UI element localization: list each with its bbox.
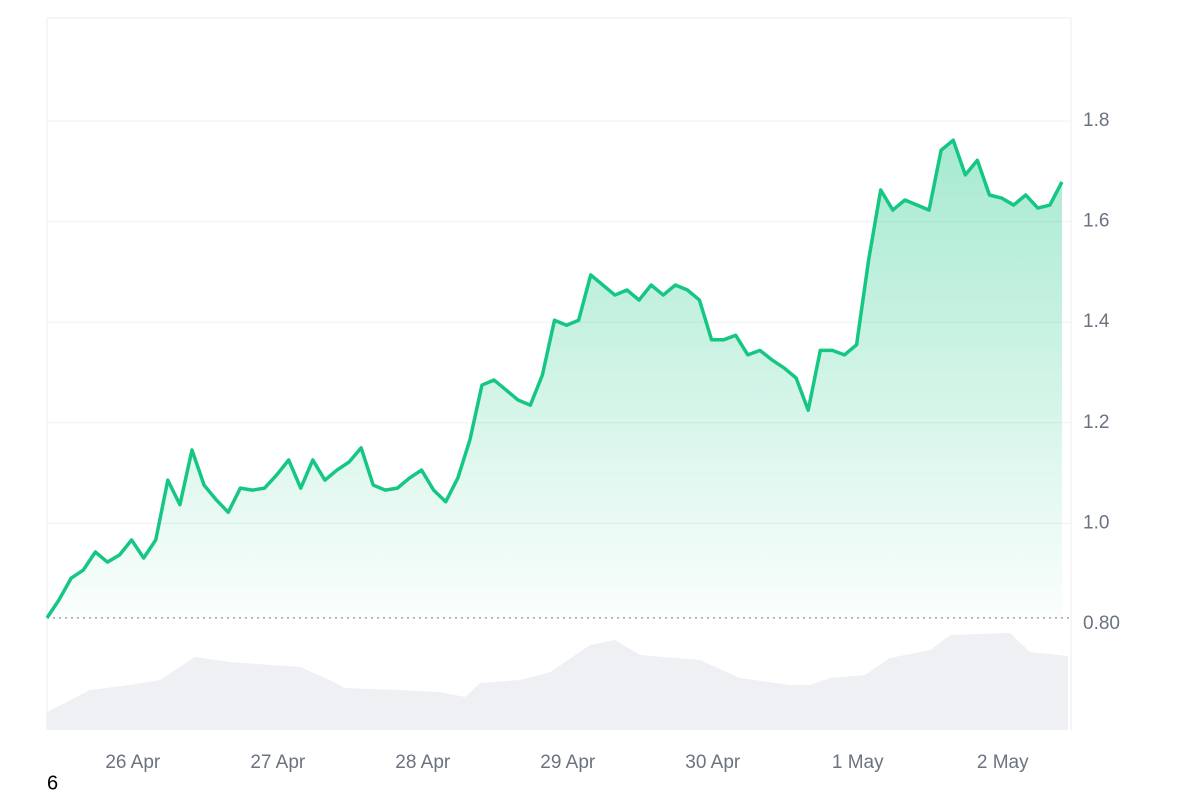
x-tick-label: 28 Apr — [395, 752, 451, 773]
y-tick-label: 1.0 — [1083, 512, 1109, 533]
x-tick-label: 2 May — [977, 752, 1029, 773]
x-tick-label: 27 Apr — [250, 752, 306, 773]
x-tick-label: 29 Apr — [540, 752, 596, 773]
y-tick-label: 1.4 — [1083, 311, 1110, 332]
y-tick-label: 1.8 — [1083, 110, 1109, 131]
y-tick-label: 1.2 — [1083, 412, 1109, 433]
footnote: 6 — [47, 772, 58, 794]
y-tick-label: 1.6 — [1083, 211, 1109, 232]
x-tick-label: 1 May — [832, 752, 884, 773]
price-line — [45, 138, 1064, 619]
plot: 0.80 1.0 1.2 1.4 1.6 1.8 26 Apr 27 Apr 28 Apr 29 … — [45, 110, 1120, 773]
y-tick-label: 0.80 — [1083, 613, 1120, 634]
volume-area — [47, 633, 1068, 730]
area-fill — [47, 140, 1062, 618]
x-tick-label: 26 Apr — [105, 752, 161, 773]
x-tick-label: 30 Apr — [685, 752, 741, 773]
